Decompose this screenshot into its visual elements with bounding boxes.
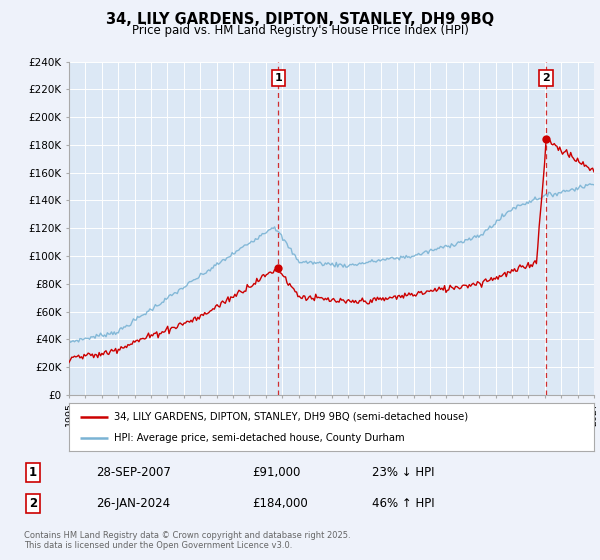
Text: 2: 2	[29, 497, 37, 510]
Text: 23% ↓ HPI: 23% ↓ HPI	[372, 466, 434, 479]
Text: 34, LILY GARDENS, DIPTON, STANLEY, DH9 9BQ (semi-detached house): 34, LILY GARDENS, DIPTON, STANLEY, DH9 9…	[113, 412, 468, 422]
Text: Contains HM Land Registry data © Crown copyright and database right 2025.
This d: Contains HM Land Registry data © Crown c…	[24, 531, 350, 550]
Text: 46% ↑ HPI: 46% ↑ HPI	[372, 497, 434, 510]
Text: 34, LILY GARDENS, DIPTON, STANLEY, DH9 9BQ: 34, LILY GARDENS, DIPTON, STANLEY, DH9 9…	[106, 12, 494, 27]
Text: £184,000: £184,000	[252, 497, 308, 510]
Text: 1: 1	[29, 466, 37, 479]
Text: £91,000: £91,000	[252, 466, 301, 479]
Text: 1: 1	[274, 73, 282, 83]
Text: 2: 2	[542, 73, 550, 83]
Text: 26-JAN-2024: 26-JAN-2024	[96, 497, 170, 510]
Text: HPI: Average price, semi-detached house, County Durham: HPI: Average price, semi-detached house,…	[113, 433, 404, 443]
Text: Price paid vs. HM Land Registry's House Price Index (HPI): Price paid vs. HM Land Registry's House …	[131, 24, 469, 37]
Text: 28-SEP-2007: 28-SEP-2007	[96, 466, 171, 479]
